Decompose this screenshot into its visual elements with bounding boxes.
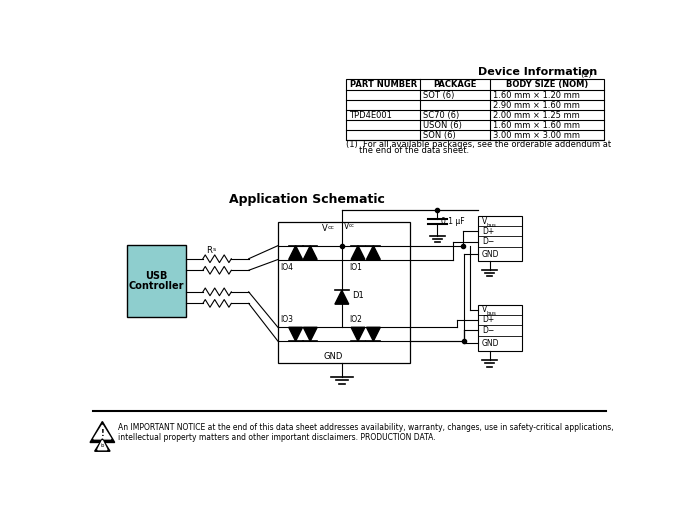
Text: Controller: Controller (128, 281, 184, 291)
Bar (127, 245, 186, 317)
Text: V: V (344, 222, 349, 231)
Text: (1)  For all available packages, see the orderable addendum at: (1) For all available packages, see the … (346, 139, 612, 149)
Text: 1.60 mm × 1.20 mm: 1.60 mm × 1.20 mm (492, 90, 580, 100)
Text: 1.60 mm × 1.60 mm: 1.60 mm × 1.60 mm (492, 121, 580, 129)
Text: SON (6): SON (6) (423, 131, 456, 140)
Text: io: io (100, 444, 104, 448)
Text: R: R (206, 246, 212, 255)
Text: IO2: IO2 (349, 315, 361, 324)
Text: TPD4E001: TPD4E001 (350, 111, 392, 120)
Text: cc: cc (327, 225, 334, 230)
Polygon shape (303, 245, 317, 259)
Text: Application Schematic: Application Schematic (229, 193, 385, 206)
Bar (346, 80, 604, 140)
Text: V: V (482, 217, 487, 226)
Polygon shape (351, 327, 365, 341)
Text: Device Information: Device Information (478, 67, 597, 76)
Text: (1): (1) (580, 70, 591, 79)
Polygon shape (366, 245, 381, 259)
Text: D+: D+ (482, 316, 494, 324)
Text: PACKAGE: PACKAGE (433, 80, 477, 89)
Polygon shape (93, 425, 111, 439)
Polygon shape (366, 327, 381, 341)
Text: IO1: IO1 (349, 263, 361, 271)
Text: D1: D1 (353, 291, 364, 300)
Text: 2.90 mm × 1.60 mm: 2.90 mm × 1.60 mm (492, 101, 580, 110)
Bar (478, 216, 522, 261)
Text: GND: GND (324, 352, 343, 361)
Text: BODY SIZE (NOM): BODY SIZE (NOM) (506, 80, 588, 89)
Text: the end of the data sheet.: the end of the data sheet. (346, 147, 470, 155)
Polygon shape (335, 290, 349, 304)
Text: intellectual property matters and other important disclaimers. PRODUCTION DATA.: intellectual property matters and other … (118, 433, 435, 442)
Text: GND: GND (482, 339, 499, 348)
Text: SOT (6): SOT (6) (423, 90, 454, 100)
Polygon shape (95, 439, 110, 451)
Text: An IMPORTANT NOTICE at the end of this data sheet addresses availability, warran: An IMPORTANT NOTICE at the end of this d… (118, 423, 613, 432)
Text: IO4: IO4 (280, 263, 293, 271)
Text: SC70 (6): SC70 (6) (423, 111, 459, 120)
Text: USB: USB (145, 271, 168, 281)
Text: 2.00 mm × 1.25 mm: 2.00 mm × 1.25 mm (492, 111, 580, 120)
Polygon shape (288, 245, 303, 259)
Text: D+: D+ (482, 227, 494, 236)
Text: D−: D− (482, 237, 494, 246)
Text: PART NUMBER: PART NUMBER (350, 80, 417, 89)
Polygon shape (90, 422, 115, 443)
Text: IO3: IO3 (280, 315, 293, 324)
Bar (278, 222, 411, 363)
Bar (478, 305, 522, 351)
Text: cc: cc (349, 223, 355, 228)
Polygon shape (303, 327, 317, 341)
Text: 3.00 mm × 3.00 mm: 3.00 mm × 3.00 mm (492, 131, 580, 140)
Text: !: ! (100, 429, 104, 438)
Polygon shape (351, 245, 365, 259)
Text: bus: bus (486, 311, 496, 317)
Text: GND: GND (482, 250, 499, 258)
Text: D−: D− (482, 326, 494, 335)
Text: USON (6): USON (6) (423, 121, 462, 129)
Text: bus: bus (486, 223, 496, 228)
Text: 0.1 μF: 0.1 μF (441, 217, 464, 226)
Text: V: V (482, 305, 487, 315)
Text: V: V (322, 224, 327, 233)
Text: s: s (213, 247, 216, 252)
Polygon shape (288, 327, 303, 341)
Polygon shape (98, 440, 107, 450)
